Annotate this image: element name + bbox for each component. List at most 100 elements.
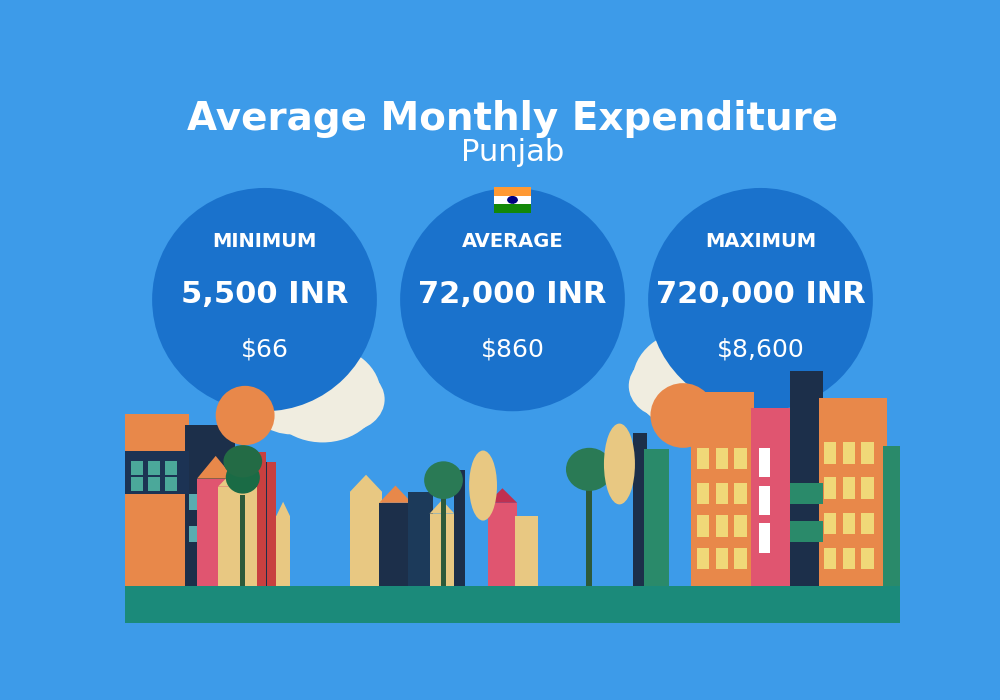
Bar xyxy=(734,448,747,470)
Ellipse shape xyxy=(604,424,635,505)
Ellipse shape xyxy=(400,188,625,412)
Ellipse shape xyxy=(650,383,716,448)
Bar xyxy=(883,446,900,587)
Text: MINIMUM: MINIMUM xyxy=(212,232,317,251)
Text: $8,600: $8,600 xyxy=(717,338,804,362)
Text: $860: $860 xyxy=(481,338,544,362)
Bar xyxy=(790,521,822,542)
Bar xyxy=(716,448,728,470)
Ellipse shape xyxy=(633,329,757,432)
Ellipse shape xyxy=(152,188,377,412)
Bar xyxy=(165,477,177,491)
Bar xyxy=(218,486,257,587)
Bar xyxy=(759,486,770,515)
Text: 720,000 INR: 720,000 INR xyxy=(656,279,865,309)
Bar xyxy=(441,489,446,587)
Bar xyxy=(861,477,874,499)
Bar xyxy=(148,477,160,491)
Bar xyxy=(189,526,203,543)
Text: MAXIMUM: MAXIMUM xyxy=(705,232,816,251)
Bar xyxy=(379,503,412,587)
Ellipse shape xyxy=(566,448,612,491)
Bar xyxy=(276,517,290,587)
Bar xyxy=(697,448,709,470)
Bar xyxy=(824,477,836,499)
Ellipse shape xyxy=(264,345,381,442)
Ellipse shape xyxy=(223,445,262,477)
Bar xyxy=(843,547,855,569)
Bar xyxy=(189,494,203,510)
Bar xyxy=(734,547,747,569)
Bar xyxy=(197,479,234,587)
Polygon shape xyxy=(488,489,517,503)
Bar xyxy=(790,483,822,505)
Text: Average Monthly Expenditure: Average Monthly Expenditure xyxy=(187,100,838,138)
Bar xyxy=(408,492,433,587)
Bar xyxy=(131,461,143,475)
Bar xyxy=(843,442,855,464)
Bar xyxy=(716,515,728,537)
Bar xyxy=(861,512,874,534)
Bar xyxy=(350,492,382,587)
Bar xyxy=(430,514,454,587)
Polygon shape xyxy=(276,502,290,517)
Bar xyxy=(790,371,822,587)
Bar xyxy=(253,463,270,587)
Bar xyxy=(131,477,143,491)
Ellipse shape xyxy=(249,364,334,434)
Ellipse shape xyxy=(424,461,463,499)
Text: 5,500 INR: 5,500 INR xyxy=(181,279,348,309)
Ellipse shape xyxy=(226,461,260,493)
Polygon shape xyxy=(197,456,234,479)
Bar xyxy=(586,479,592,587)
Bar xyxy=(734,483,747,505)
Bar xyxy=(843,512,855,534)
Ellipse shape xyxy=(216,386,275,445)
Bar xyxy=(494,204,531,213)
Bar xyxy=(716,483,728,505)
Ellipse shape xyxy=(629,354,706,418)
Text: AVERAGE: AVERAGE xyxy=(462,232,563,251)
Bar xyxy=(267,463,276,587)
Bar xyxy=(125,587,900,623)
Bar xyxy=(148,461,160,475)
Text: $66: $66 xyxy=(240,338,288,362)
Bar xyxy=(843,477,855,499)
Bar xyxy=(824,442,836,464)
Bar xyxy=(759,448,770,477)
Bar xyxy=(125,414,189,587)
Bar xyxy=(861,547,874,569)
Polygon shape xyxy=(379,486,412,503)
Circle shape xyxy=(508,197,517,203)
Bar xyxy=(691,392,754,587)
Bar xyxy=(697,515,709,537)
Bar xyxy=(759,524,770,553)
Ellipse shape xyxy=(648,188,873,412)
Bar xyxy=(861,442,874,464)
Bar xyxy=(240,495,245,587)
Bar xyxy=(697,483,709,505)
Bar xyxy=(751,409,794,587)
Polygon shape xyxy=(430,500,454,514)
Bar xyxy=(819,398,887,587)
Bar xyxy=(716,547,728,569)
Ellipse shape xyxy=(679,348,772,424)
Ellipse shape xyxy=(307,367,385,432)
Polygon shape xyxy=(350,475,382,492)
Bar xyxy=(824,547,836,569)
Bar xyxy=(454,470,465,587)
Bar xyxy=(165,461,177,475)
Bar xyxy=(697,547,709,569)
Bar xyxy=(644,449,669,587)
Bar xyxy=(257,452,266,587)
Bar xyxy=(515,517,538,587)
Bar xyxy=(488,503,517,587)
Bar xyxy=(734,515,747,537)
Ellipse shape xyxy=(469,451,497,521)
Bar xyxy=(824,512,836,534)
Bar xyxy=(494,187,531,195)
Polygon shape xyxy=(218,467,257,486)
Bar xyxy=(185,425,235,587)
Bar xyxy=(494,195,531,204)
Text: 72,000 INR: 72,000 INR xyxy=(418,279,607,309)
